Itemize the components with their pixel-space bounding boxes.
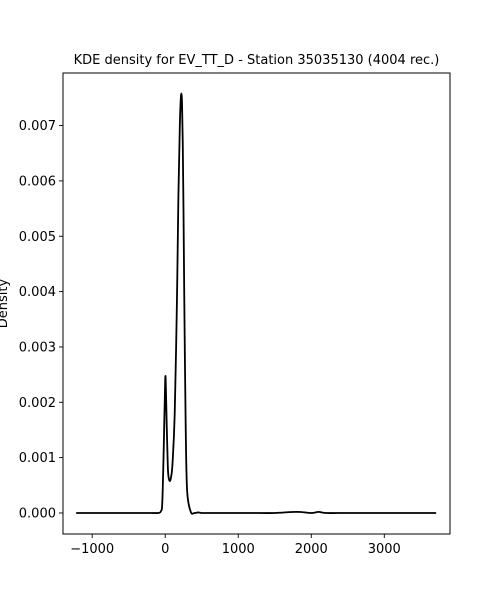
plot-area-frame	[62, 72, 451, 535]
x-tick-label: 1000	[222, 542, 255, 557]
x-tick-label: 0	[161, 542, 169, 557]
x-tick-label: 2000	[295, 542, 328, 557]
y-tick-label: 0.005	[19, 230, 56, 245]
y-tick-label: 0.006	[19, 174, 56, 189]
x-tick-label: −1000	[70, 542, 114, 557]
y-tick-label: 0.004	[19, 285, 56, 300]
y-axis-label: Density	[0, 278, 11, 328]
chart-title: KDE density for EV_TT_D - Station 350351…	[74, 53, 440, 68]
y-tick-label: 0.003	[19, 340, 56, 355]
density-curve	[76, 92, 437, 515]
y-tick-label: 0.007	[19, 119, 56, 134]
x-tick-label: 3000	[368, 542, 401, 557]
y-tick-label: 0.002	[19, 396, 56, 411]
y-tick-label: 0.001	[19, 451, 56, 466]
y-axis: 0.000 0.001 0.002 0.003 0.004 0.005 0.006 0.007	[19, 119, 63, 521]
x-axis: −1000 0 1000 2000 3000	[70, 534, 401, 557]
y-tick-label: 0.000	[19, 506, 56, 521]
